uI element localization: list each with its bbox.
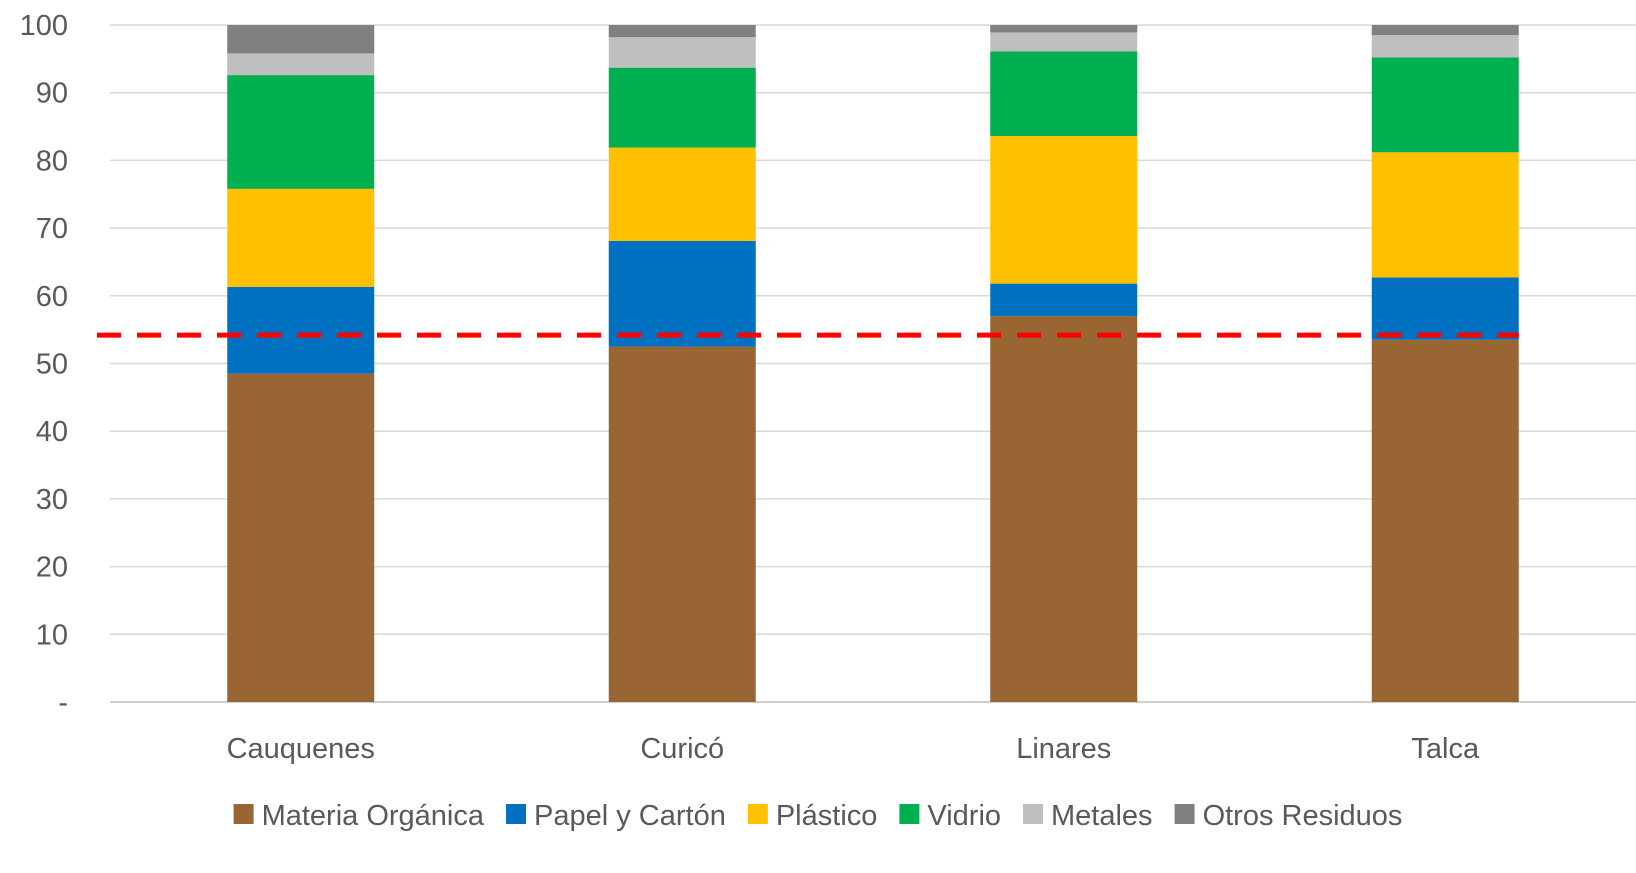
- bar-segment: [227, 75, 375, 189]
- legend-swatch: [747, 804, 768, 824]
- y-tick-label: 70: [36, 213, 68, 245]
- bar-segment: [227, 25, 375, 54]
- legend-item: Otros Residuos: [1174, 800, 1403, 832]
- bar-segment: [608, 346, 756, 702]
- bar-segment: [608, 147, 756, 241]
- bar-segment: [227, 188, 375, 287]
- legend-item: Papel y Cartón: [506, 800, 726, 832]
- legend-swatch: [899, 804, 920, 824]
- y-tick-label: -: [58, 687, 68, 719]
- legend-item: Materia Orgánica: [233, 800, 485, 832]
- bar-segment: [990, 316, 1138, 702]
- y-tick-label: 10: [36, 619, 68, 651]
- bar-segment: [608, 37, 756, 68]
- bar-segment: [990, 283, 1138, 317]
- y-tick-label: 30: [36, 484, 68, 516]
- bar-segment: [608, 67, 756, 148]
- bar-segment: [227, 373, 375, 702]
- legend-label: Metales: [1051, 800, 1153, 832]
- y-tick-label: 80: [36, 145, 68, 177]
- bars: [227, 25, 1519, 702]
- y-tick-label: 90: [36, 78, 68, 110]
- bar-segment: [608, 240, 756, 347]
- bar-segment: [227, 286, 375, 374]
- legend-label: Papel y Cartón: [534, 800, 726, 832]
- bar-segment: [990, 51, 1138, 137]
- y-tick-label: 20: [36, 552, 68, 584]
- bar-segment: [1371, 152, 1519, 278]
- legend-swatch: [1023, 804, 1044, 824]
- legend-swatch: [1174, 804, 1195, 824]
- bar-segment: [1371, 25, 1519, 36]
- y-tick-label: 100: [20, 10, 68, 42]
- bar-segment: [990, 25, 1138, 33]
- bar-segment: [990, 136, 1138, 284]
- legend-label: Otros Residuos: [1203, 800, 1403, 832]
- x-tick-label: Talca: [1411, 733, 1480, 765]
- bar-segment: [1371, 339, 1519, 702]
- legend: Materia Orgánica Papel y Cartón Plástico Vi…: [233, 800, 1403, 832]
- legend-swatch: [233, 804, 254, 824]
- y-tick-label: 50: [36, 349, 68, 381]
- legend-label: Materia Orgánica: [262, 800, 485, 832]
- bar-segment: [1371, 35, 1519, 58]
- bar-segment: [1371, 57, 1519, 153]
- y-tick-label: 60: [36, 281, 68, 313]
- bar-segment: [608, 25, 756, 38]
- x-tick-label: Linares: [1016, 733, 1111, 765]
- x-tick-label: Curicó: [640, 733, 724, 765]
- legend-item: Plástico: [747, 800, 878, 832]
- legend-label: Plástico: [776, 800, 878, 832]
- bar-segment: [227, 53, 375, 76]
- y-tick-label: 40: [36, 416, 68, 448]
- legend-item: Metales: [1023, 800, 1153, 832]
- legend-swatch: [506, 804, 527, 824]
- legend-item: Vidrio: [899, 800, 1001, 832]
- bar-segment: [990, 32, 1138, 52]
- x-tick-label: Cauquenes: [227, 733, 375, 765]
- legend-label: Vidrio: [927, 800, 1001, 832]
- bar-segment: [1371, 277, 1519, 340]
- axes: - 10 20 30 40 50 60 70 80 90 100 Cauquenes Curicó Lin…: [20, 10, 1480, 765]
